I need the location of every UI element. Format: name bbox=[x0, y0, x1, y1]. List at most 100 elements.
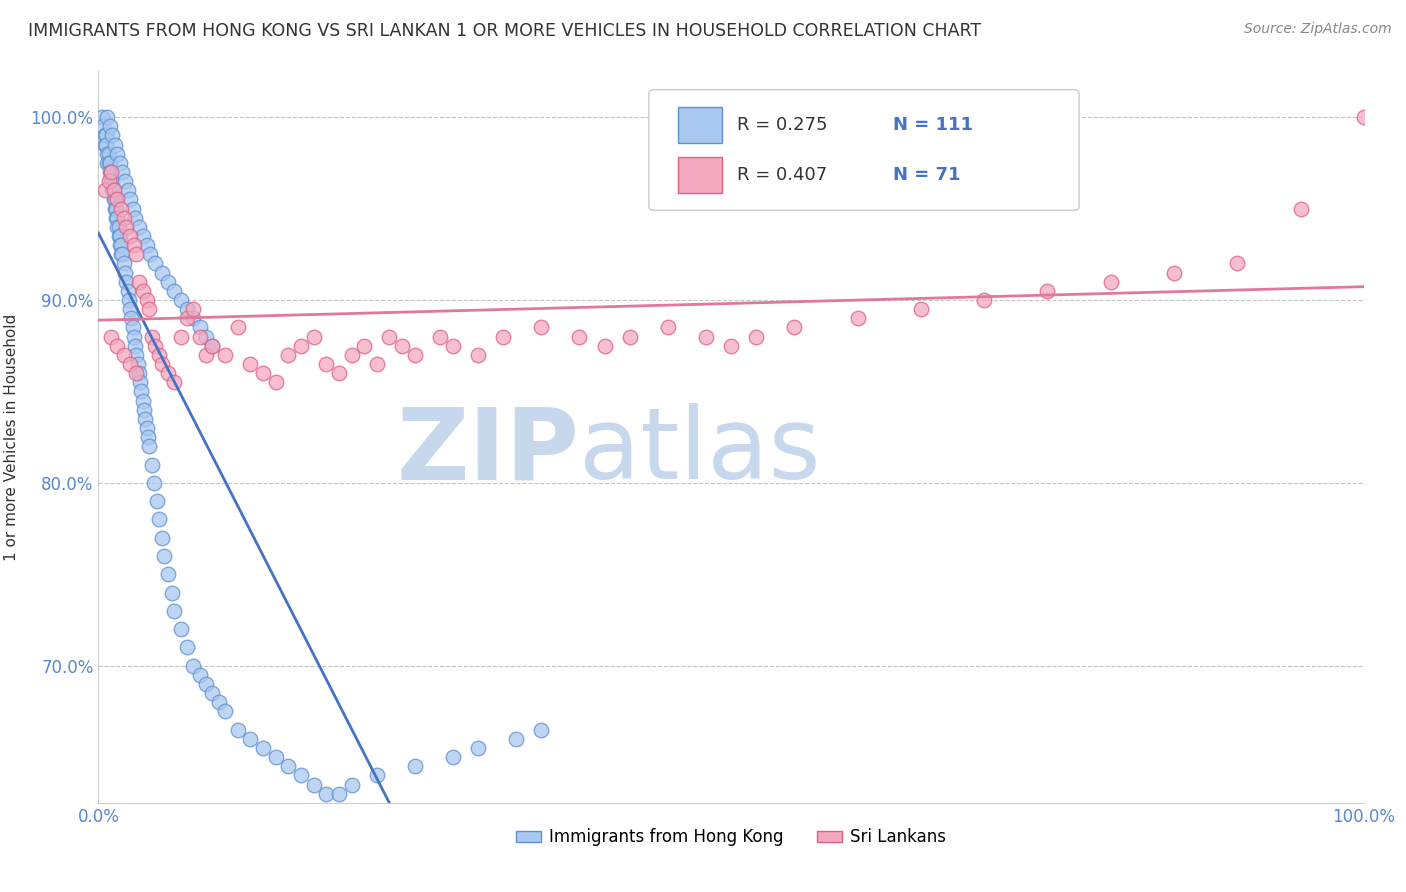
Point bbox=[302, 777, 325, 791]
Point bbox=[1353, 110, 1375, 124]
Point bbox=[530, 723, 553, 737]
Point bbox=[100, 329, 122, 343]
Point bbox=[110, 247, 132, 261]
Bar bbox=[678, 157, 723, 194]
Point bbox=[120, 192, 141, 206]
Point bbox=[135, 238, 157, 252]
Point bbox=[568, 329, 591, 343]
Point bbox=[150, 531, 173, 545]
Point bbox=[107, 211, 129, 225]
Point bbox=[226, 723, 249, 737]
FancyBboxPatch shape bbox=[648, 90, 1080, 211]
Point bbox=[110, 238, 132, 252]
Point bbox=[194, 329, 218, 343]
Point bbox=[135, 293, 157, 307]
Point bbox=[340, 348, 363, 362]
Point bbox=[128, 275, 150, 289]
Point bbox=[160, 585, 183, 599]
Point bbox=[114, 265, 136, 279]
Point bbox=[124, 211, 146, 225]
Bar bbox=[678, 107, 723, 144]
Point bbox=[315, 357, 337, 371]
Point bbox=[1226, 256, 1249, 270]
Point bbox=[107, 219, 129, 234]
Point bbox=[910, 301, 932, 316]
Point bbox=[441, 750, 464, 764]
Point bbox=[143, 475, 166, 490]
Point bbox=[252, 740, 274, 755]
Text: atlas: atlas bbox=[579, 403, 821, 500]
Point bbox=[353, 338, 375, 352]
Point bbox=[96, 110, 118, 124]
Point bbox=[101, 183, 124, 197]
Point bbox=[135, 421, 157, 435]
Point bbox=[169, 622, 191, 636]
Point bbox=[103, 183, 125, 197]
Point bbox=[163, 604, 186, 618]
Point bbox=[366, 768, 388, 782]
Point bbox=[188, 667, 211, 681]
Y-axis label: 1 or more Vehicles in Household: 1 or more Vehicles in Household bbox=[4, 313, 20, 561]
Point bbox=[145, 494, 167, 508]
Point bbox=[107, 219, 129, 234]
Point bbox=[114, 174, 136, 188]
Point bbox=[315, 787, 337, 801]
Point bbox=[264, 750, 287, 764]
Point bbox=[107, 228, 129, 243]
Point bbox=[94, 137, 117, 152]
Point bbox=[467, 740, 489, 755]
Point bbox=[93, 119, 115, 133]
Point bbox=[148, 348, 170, 362]
Point bbox=[277, 759, 299, 773]
Point bbox=[100, 165, 122, 179]
Point bbox=[129, 375, 152, 389]
Text: Source: ZipAtlas.com: Source: ZipAtlas.com bbox=[1244, 22, 1392, 37]
Point bbox=[117, 284, 139, 298]
Point bbox=[214, 704, 236, 718]
Point bbox=[194, 677, 218, 691]
Point bbox=[290, 338, 312, 352]
Point bbox=[107, 338, 129, 352]
Point bbox=[391, 338, 413, 352]
Point bbox=[150, 265, 173, 279]
Point bbox=[214, 348, 236, 362]
Point bbox=[150, 357, 173, 371]
Point bbox=[104, 202, 127, 216]
Point bbox=[239, 357, 262, 371]
Point bbox=[132, 228, 155, 243]
Point bbox=[105, 211, 128, 225]
Point bbox=[1099, 275, 1122, 289]
Point bbox=[124, 338, 146, 352]
Legend: Immigrants from Hong Kong, Sri Lankans: Immigrants from Hong Kong, Sri Lankans bbox=[509, 822, 953, 853]
Point bbox=[467, 348, 489, 362]
Point bbox=[328, 366, 350, 380]
Point bbox=[108, 155, 131, 169]
Point bbox=[132, 393, 155, 408]
Point bbox=[290, 768, 312, 782]
Point bbox=[183, 658, 205, 673]
Point bbox=[112, 348, 135, 362]
Point bbox=[94, 128, 117, 143]
Text: N = 111: N = 111 bbox=[893, 116, 973, 134]
Point bbox=[107, 146, 129, 161]
Point bbox=[122, 238, 145, 252]
Point bbox=[157, 275, 180, 289]
Point bbox=[111, 247, 134, 261]
Point bbox=[103, 192, 125, 206]
Point bbox=[122, 329, 145, 343]
Point bbox=[302, 329, 325, 343]
Point bbox=[148, 512, 170, 526]
Point bbox=[108, 228, 131, 243]
Point bbox=[404, 759, 426, 773]
Point bbox=[138, 439, 160, 453]
Point bbox=[127, 357, 149, 371]
Point bbox=[208, 695, 231, 709]
Point bbox=[201, 338, 224, 352]
Point bbox=[530, 320, 553, 334]
Point bbox=[176, 640, 198, 655]
Point bbox=[163, 375, 186, 389]
Point bbox=[340, 777, 363, 791]
Point bbox=[121, 320, 143, 334]
Point bbox=[138, 301, 160, 316]
Point bbox=[176, 311, 198, 326]
